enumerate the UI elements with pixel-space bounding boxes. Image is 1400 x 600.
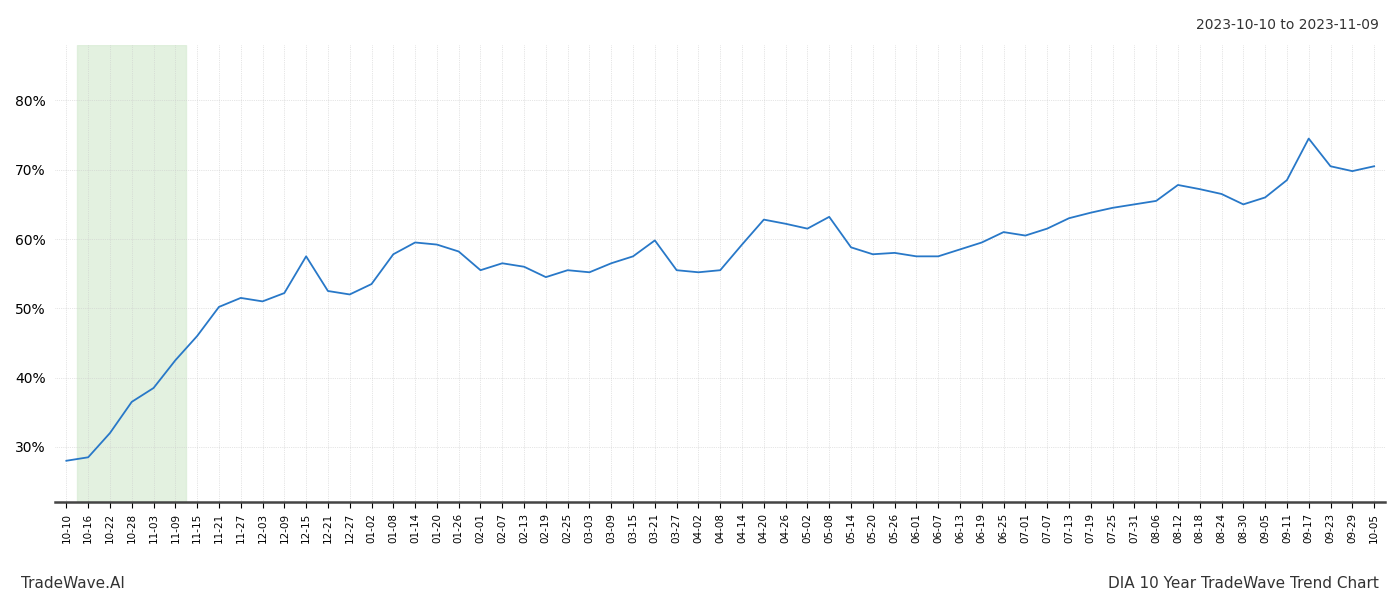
Text: DIA 10 Year TradeWave Trend Chart: DIA 10 Year TradeWave Trend Chart (1109, 576, 1379, 591)
Text: 2023-10-10 to 2023-11-09: 2023-10-10 to 2023-11-09 (1196, 18, 1379, 32)
Text: TradeWave.AI: TradeWave.AI (21, 576, 125, 591)
Bar (77, 45, 186, 502)
